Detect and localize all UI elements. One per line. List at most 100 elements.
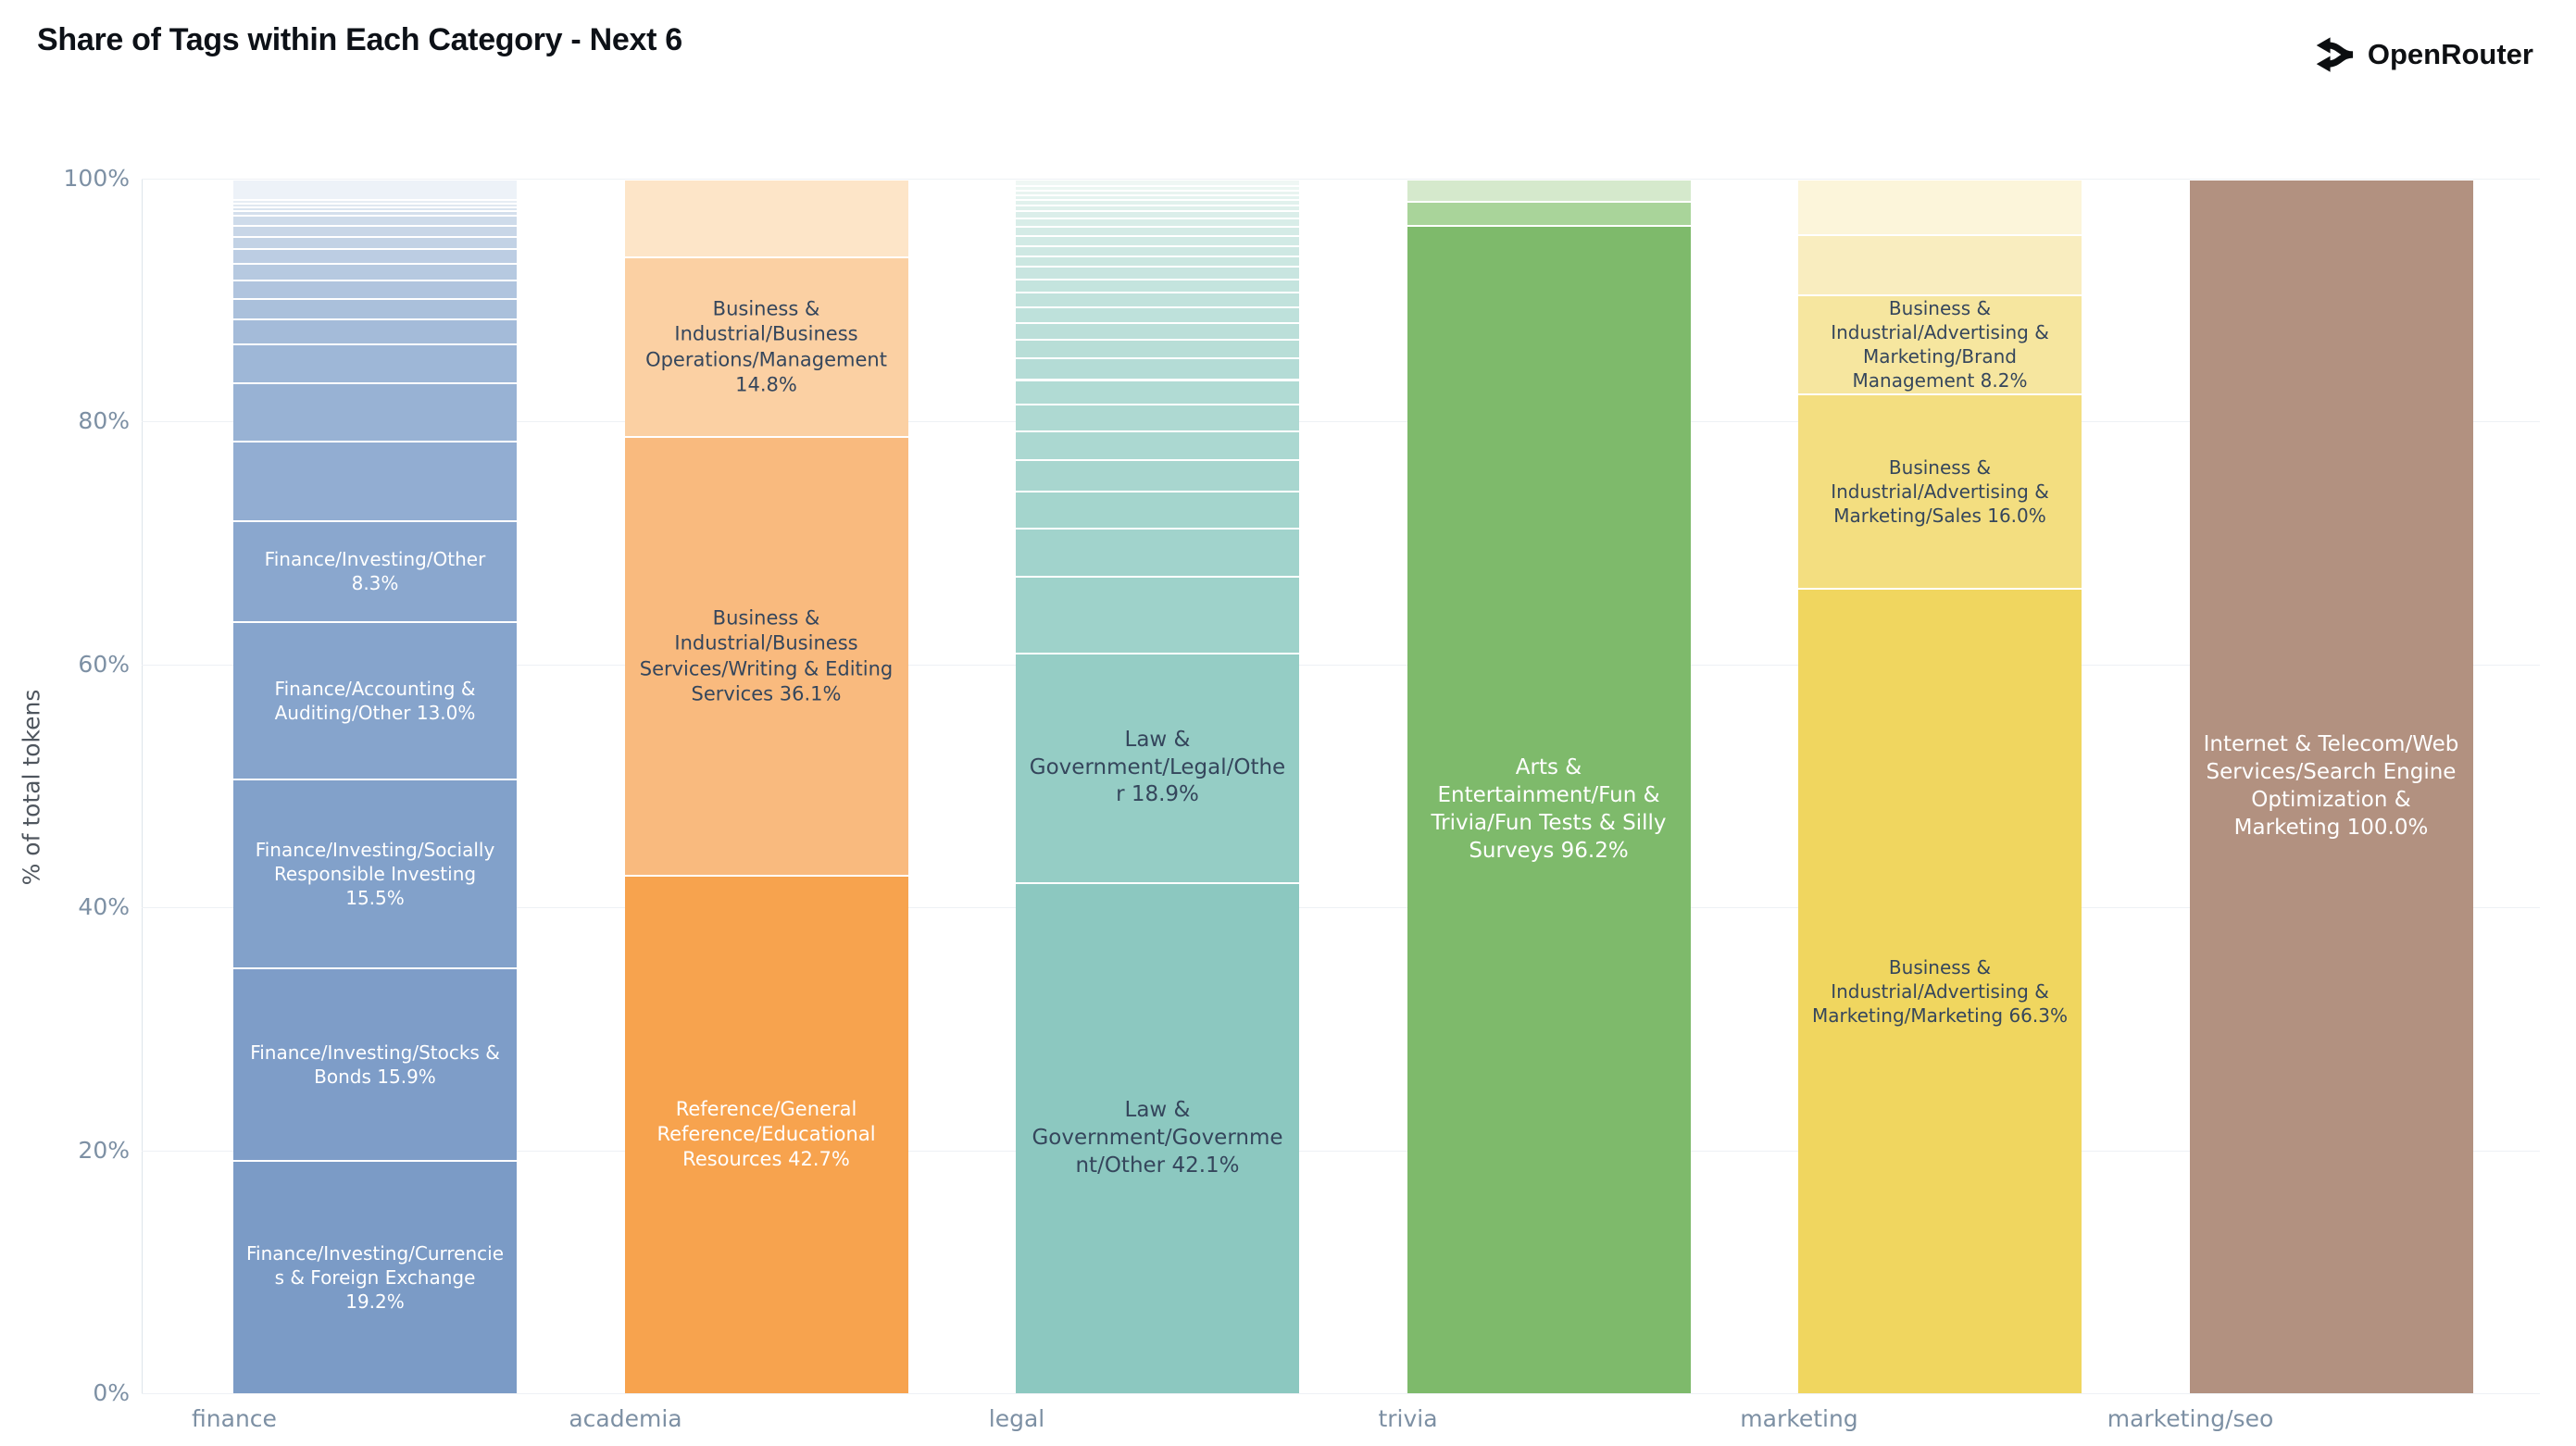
bar-segment[interactable]: Business & Industrial/Advertising & Mark… bbox=[1798, 295, 2082, 394]
bar-segment[interactable]: Arts & Entertainment/Fun & Trivia/Fun Te… bbox=[1407, 226, 1691, 1393]
bar-segment-label: Business & Industrial/Advertising & Mark… bbox=[1831, 456, 2049, 528]
bar-segment[interactable] bbox=[233, 249, 517, 263]
bar-segment[interactable] bbox=[233, 264, 517, 280]
bar-segment-label: Business & Industrial/Business Operation… bbox=[645, 297, 887, 396]
x-axis-category-label: trivia bbox=[1378, 1405, 1438, 1432]
bar-segment[interactable] bbox=[624, 181, 908, 256]
bar-segment[interactable] bbox=[1016, 461, 1299, 492]
chart-title: Share of Tags within Each Category - Nex… bbox=[37, 22, 682, 57]
bar-segment[interactable] bbox=[233, 443, 517, 520]
bar-segment[interactable] bbox=[1016, 206, 1299, 211]
gridline bbox=[142, 1393, 2540, 1394]
bar-marketing-seo: Internet & Telecom/Web Services/Search E… bbox=[2189, 179, 2473, 1393]
openrouter-logo: OpenRouter bbox=[2311, 33, 2533, 76]
bar-segment[interactable] bbox=[233, 212, 517, 216]
plot-area: Finance/Investing/Currencies & Foreign E… bbox=[142, 179, 2540, 1394]
gridline bbox=[142, 1150, 2540, 1152]
y-tick-label: 100% bbox=[63, 165, 130, 192]
bar-trivia: Arts & Entertainment/Fun & Trivia/Fun Te… bbox=[1407, 179, 1691, 1393]
bar-segment[interactable] bbox=[233, 345, 517, 383]
bar-segment-label: Reference/General Reference/Educational … bbox=[657, 1097, 876, 1171]
bar-segment[interactable]: Finance/Investing/Other 8.3% bbox=[233, 521, 517, 621]
bar-segment[interactable]: Business & Industrial/Business Operation… bbox=[624, 257, 908, 437]
bar-segment[interactable] bbox=[1016, 219, 1299, 227]
bar-academia: Reference/General Reference/Educational … bbox=[624, 179, 908, 1393]
bar-segment[interactable] bbox=[1016, 280, 1299, 293]
x-axis-category-label: marketing/seo bbox=[2107, 1405, 2274, 1432]
bar-segment[interactable] bbox=[1016, 246, 1299, 256]
bar-marketing: Business & Industrial/Advertising & Mark… bbox=[1798, 179, 2082, 1393]
bar-segment[interactable] bbox=[1016, 380, 1299, 404]
bar-segment-label: Law & Government/Legal/Other 18.9% bbox=[1029, 727, 1286, 807]
bar-segment[interactable]: Business & Industrial/Business Services/… bbox=[624, 438, 908, 875]
x-axis-category-label: legal bbox=[988, 1405, 1045, 1432]
bar-segment[interactable]: Law & Government/Government/Other 42.1% bbox=[1016, 883, 1299, 1393]
bar-segment[interactable]: Finance/Investing/Stocks & Bonds 15.9% bbox=[233, 968, 517, 1161]
bar-segment[interactable]: Finance/Investing/Socially Responsible I… bbox=[233, 780, 517, 967]
bar-segment[interactable]: Finance/Investing/Currencies & Foreign E… bbox=[233, 1162, 517, 1393]
bar-segment[interactable] bbox=[233, 237, 517, 248]
bar-segment[interactable] bbox=[1016, 578, 1299, 653]
bar-finance: Finance/Investing/Currencies & Foreign E… bbox=[233, 179, 517, 1393]
bar-segment[interactable] bbox=[1016, 323, 1299, 340]
bar-segment[interactable]: Business & Industrial/Advertising & Mark… bbox=[1798, 395, 2082, 589]
bar-segment[interactable] bbox=[1016, 529, 1299, 577]
bar-segment[interactable] bbox=[233, 319, 517, 344]
y-tick-label: 20% bbox=[78, 1136, 130, 1164]
bar-segment[interactable] bbox=[1016, 268, 1299, 279]
bar-segment[interactable] bbox=[233, 299, 517, 318]
bar-segment[interactable] bbox=[233, 217, 517, 225]
bar-segment[interactable]: Internet & Telecom/Web Services/Search E… bbox=[2189, 181, 2473, 1393]
bar-segment[interactable] bbox=[233, 181, 517, 200]
bar-segment[interactable] bbox=[1798, 236, 2082, 294]
bar-segment[interactable]: Reference/General Reference/Educational … bbox=[624, 876, 908, 1393]
bar-segment-label: Business & Industrial/Advertising & Mark… bbox=[1812, 956, 2068, 1028]
y-tick-label: 60% bbox=[78, 650, 130, 678]
bar-segment[interactable] bbox=[1016, 431, 1299, 460]
bar-segment[interactable] bbox=[233, 208, 517, 211]
bar-segment[interactable] bbox=[233, 205, 517, 207]
bar-segment[interactable] bbox=[1407, 202, 1691, 225]
bar-segment-label: Arts & Entertainment/Fun & Trivia/Fun Te… bbox=[1431, 755, 1667, 863]
bar-segment[interactable] bbox=[1016, 358, 1299, 380]
bar-segment[interactable]: Business & Industrial/Advertising & Mark… bbox=[1798, 590, 2082, 1393]
bar-segment[interactable] bbox=[1407, 181, 1691, 201]
bar-segment[interactable] bbox=[1016, 237, 1299, 245]
bar-segment[interactable] bbox=[1016, 186, 1299, 190]
openrouter-icon bbox=[2311, 33, 2354, 76]
bar-segment[interactable] bbox=[1016, 405, 1299, 430]
bar-segment-label: Finance/Investing/Stocks & Bonds 15.9% bbox=[250, 1041, 500, 1088]
bar-segment[interactable] bbox=[1016, 191, 1299, 195]
bar-segment[interactable] bbox=[233, 201, 517, 204]
bar-segment[interactable] bbox=[1016, 196, 1299, 200]
bar-segment[interactable]: Finance/Accounting & Auditing/Other 13.0… bbox=[233, 622, 517, 779]
bar-segment[interactable] bbox=[1016, 228, 1299, 236]
bar-segment[interactable] bbox=[1798, 181, 2082, 235]
x-axis-category-label: academia bbox=[569, 1405, 682, 1432]
bar-segment[interactable] bbox=[1016, 492, 1299, 528]
bar-segment[interactable] bbox=[233, 280, 517, 298]
bar-segment[interactable] bbox=[233, 226, 517, 236]
bar-segment[interactable] bbox=[1016, 341, 1299, 357]
bar-segment[interactable] bbox=[1016, 212, 1299, 218]
bar-segment[interactable] bbox=[1016, 181, 1299, 185]
bar-segment[interactable] bbox=[1016, 293, 1299, 306]
bar-segment[interactable] bbox=[1016, 307, 1299, 322]
bar-segment[interactable] bbox=[233, 384, 517, 442]
openrouter-logo-text: OpenRouter bbox=[2367, 38, 2533, 70]
x-axis-category-label: marketing bbox=[1740, 1405, 1858, 1432]
bar-segment-label: Business & Industrial/Business Services/… bbox=[639, 606, 894, 705]
bar-segment-label: Finance/Investing/Socially Responsible I… bbox=[255, 838, 495, 909]
bar-segment[interactable] bbox=[1016, 201, 1299, 205]
bar-segment-label: Finance/Accounting & Auditing/Other 13.0… bbox=[274, 677, 476, 724]
bar-segment-label: Business & Industrial/Advertising & Mark… bbox=[1831, 297, 2049, 393]
bar-segment[interactable]: Law & Government/Legal/Other 18.9% bbox=[1016, 654, 1299, 882]
bar-segment-label: Internet & Telecom/Web Services/Search E… bbox=[2203, 732, 2459, 840]
gridline bbox=[142, 664, 2540, 666]
bar-segment[interactable] bbox=[1016, 256, 1299, 267]
x-axis-category-label: finance bbox=[192, 1405, 277, 1432]
gridline bbox=[142, 421, 2540, 423]
y-tick-label: 0% bbox=[93, 1379, 130, 1406]
gridline bbox=[142, 179, 2540, 180]
